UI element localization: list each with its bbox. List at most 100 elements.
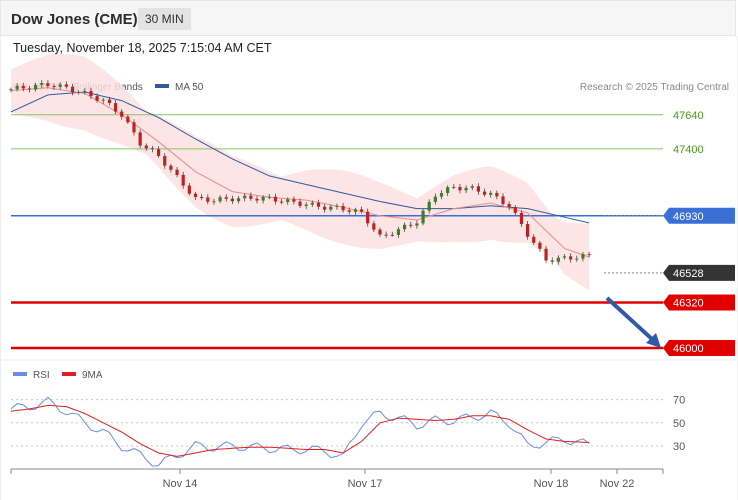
level-tag-46930 — [663, 207, 735, 224]
candle — [132, 119, 136, 136]
price-levels — [11, 114, 663, 350]
candle — [267, 194, 271, 200]
candle — [273, 193, 278, 205]
candle — [298, 198, 302, 208]
candle — [46, 80, 50, 89]
candle — [446, 185, 450, 197]
candle — [409, 221, 413, 229]
level-tag-46528 — [663, 264, 735, 281]
x-axis-labels: Nov 14 Nov 17 Nov 18 Nov 22 — [10, 469, 664, 490]
candle — [341, 202, 345, 213]
timestamp: Tuesday, November 18, 2025 7:15:04 AM CE… — [13, 41, 272, 55]
candle — [236, 196, 241, 204]
candle — [378, 227, 382, 238]
candle — [562, 254, 567, 260]
rsi-tick-30: 30 — [673, 441, 685, 453]
candle — [206, 194, 210, 205]
candle — [187, 182, 191, 196]
level-label-47400: 47400 — [673, 144, 704, 156]
forecast-arrow-head — [646, 333, 661, 348]
candle — [181, 171, 185, 189]
level-tag-46320 — [663, 294, 735, 311]
candle — [175, 167, 179, 178]
candle — [249, 192, 253, 201]
candle — [21, 82, 25, 92]
candle — [89, 87, 93, 100]
ma50-legend-label: MA 50 — [175, 82, 204, 93]
candle — [323, 203, 327, 213]
timeframe-badge[interactable]: 30 MIN — [138, 8, 191, 30]
candle — [489, 190, 493, 198]
candle — [95, 93, 99, 103]
rsi-legend-label: RSI — [33, 370, 50, 381]
candle — [58, 82, 62, 90]
candle — [169, 163, 173, 173]
candle — [193, 191, 198, 200]
candle — [347, 207, 351, 215]
forecast-arrow — [605, 296, 655, 342]
candle — [544, 245, 548, 263]
candle — [224, 194, 228, 202]
bollinger-bands — [11, 54, 590, 291]
candle — [458, 183, 462, 194]
candle — [439, 190, 444, 200]
candle — [569, 253, 573, 263]
candle — [15, 83, 19, 92]
candle — [501, 193, 505, 207]
candle — [163, 153, 167, 169]
x-tick-label: Nov 17 — [348, 478, 383, 490]
candle — [150, 145, 155, 153]
rsi-line — [10, 396, 590, 467]
candle — [144, 143, 148, 151]
candle — [452, 184, 456, 190]
chart-header: Dow Jones (CME) 30 MIN — [0, 0, 736, 36]
candle — [384, 231, 388, 238]
candle — [353, 207, 357, 215]
rsi-tick-50: 50 — [673, 418, 685, 430]
x-tick-label: Nov 14 — [163, 478, 198, 490]
candle — [587, 251, 591, 258]
candle — [556, 255, 560, 265]
x-tick-label: Nov 18 — [534, 478, 569, 490]
candle — [519, 210, 524, 227]
candle — [255, 195, 259, 204]
candle — [77, 90, 81, 95]
rsi-legend-swatch — [13, 372, 27, 376]
candle — [157, 146, 161, 158]
instrument-title: Dow Jones (CME) — [11, 11, 138, 28]
candle — [507, 201, 511, 211]
candle — [482, 188, 487, 197]
level-tag-46000 — [663, 340, 735, 356]
candle — [403, 222, 407, 232]
candle — [335, 203, 339, 210]
candle — [415, 220, 419, 229]
candle — [292, 196, 296, 205]
candle — [64, 81, 68, 89]
candles — [9, 80, 591, 265]
rsi-tick-70: 70 — [673, 395, 685, 407]
candle — [101, 97, 105, 104]
candle — [200, 194, 204, 201]
candle — [495, 190, 499, 200]
level-label-46930: 46930 — [673, 211, 704, 223]
candle — [261, 195, 265, 204]
candle — [126, 114, 130, 125]
rsi-ma-legend-swatch — [62, 372, 76, 376]
candle — [538, 240, 542, 252]
candle — [329, 204, 333, 212]
candle — [27, 85, 32, 93]
candle — [372, 220, 376, 233]
candle — [107, 96, 111, 106]
candle — [34, 82, 38, 92]
candle — [359, 206, 364, 214]
candle — [212, 198, 216, 205]
candle — [581, 252, 585, 262]
candle — [310, 200, 314, 207]
rsi-ma-legend-label: 9MA — [82, 370, 103, 381]
candle — [316, 199, 321, 210]
candle — [390, 231, 394, 237]
candle — [526, 220, 530, 240]
candle — [113, 99, 118, 115]
candle — [366, 208, 370, 227]
